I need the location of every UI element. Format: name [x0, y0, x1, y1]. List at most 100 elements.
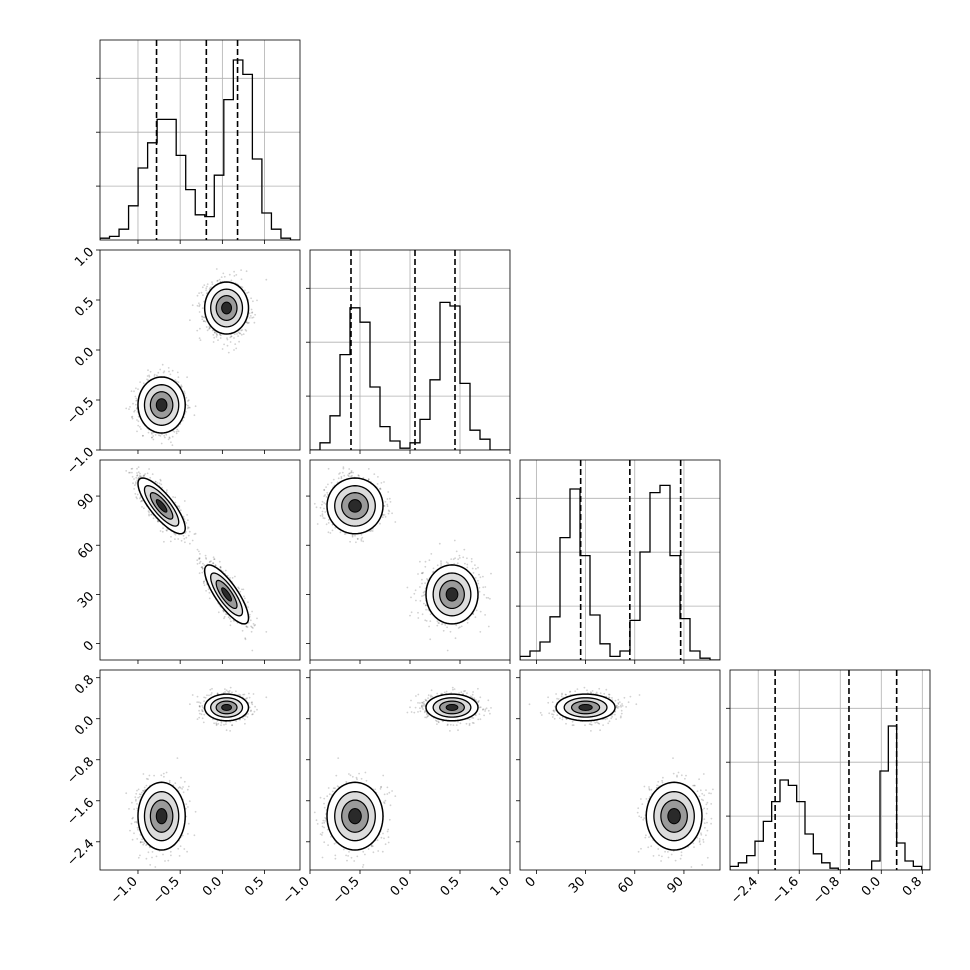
sample-point	[239, 332, 242, 335]
sample-point	[327, 531, 330, 534]
sample-point	[325, 496, 328, 498]
sample-point	[187, 519, 189, 522]
sample-point	[207, 588, 210, 591]
sample-point	[437, 622, 440, 624]
y-tick-label: 0	[81, 638, 97, 654]
sample-point	[242, 588, 245, 591]
sample-point	[213, 558, 215, 561]
sample-point	[139, 497, 141, 500]
sample-point	[132, 482, 134, 485]
sample-point	[449, 630, 452, 633]
sample-point	[330, 481, 333, 484]
sample-point	[380, 482, 383, 484]
sample-point	[196, 559, 199, 562]
sample-point	[339, 531, 342, 534]
sample-point	[323, 517, 326, 520]
sample-point	[389, 501, 392, 503]
sample-point	[146, 472, 149, 475]
sample-point	[223, 275, 226, 278]
sample-point	[198, 292, 200, 294]
sample-point	[170, 441, 172, 444]
sample-point	[413, 592, 416, 595]
sample-point	[241, 588, 243, 591]
sample-point	[204, 554, 207, 557]
sample-point	[183, 390, 186, 393]
sample-point	[249, 315, 252, 317]
sample-point	[424, 560, 427, 563]
sample-point	[226, 338, 229, 341]
sample-point	[391, 512, 393, 515]
sample-point	[210, 560, 212, 563]
sample-point	[136, 472, 138, 474]
sample-point	[245, 330, 248, 332]
sample-point	[201, 571, 204, 574]
sample-point	[148, 513, 150, 516]
sample-point	[157, 371, 160, 374]
sample-point	[203, 564, 206, 566]
sample-point	[139, 426, 141, 428]
sample-point	[202, 316, 205, 319]
sample-point	[326, 491, 329, 494]
sample-point	[213, 331, 216, 334]
sample-point	[136, 474, 138, 477]
sample-point	[163, 370, 166, 373]
sample-point	[450, 558, 453, 560]
sample-point	[182, 534, 185, 537]
sample-point	[479, 631, 482, 633]
sample-point	[248, 321, 250, 324]
sample-point	[153, 375, 156, 377]
sample-point	[237, 586, 240, 589]
sample-point	[247, 606, 249, 608]
sample-point	[219, 566, 222, 568]
sample-point	[186, 527, 189, 530]
sample-point	[239, 590, 242, 593]
sample-point	[423, 602, 425, 605]
sample-point	[187, 526, 190, 529]
sample-point	[148, 374, 150, 377]
sample-point	[240, 333, 243, 336]
sample-point	[324, 503, 327, 505]
sample-point	[146, 378, 148, 381]
sample-point	[265, 278, 268, 281]
sample-point	[177, 430, 180, 433]
sample-point	[458, 557, 461, 559]
sample-point	[151, 513, 153, 516]
sample-point	[205, 287, 208, 290]
sample-point	[324, 494, 326, 496]
sample-point	[474, 564, 476, 566]
sample-point	[147, 369, 149, 372]
sample-point	[159, 368, 162, 371]
sample-point	[159, 479, 162, 482]
panel-0-0	[96, 39, 301, 244]
sample-point	[221, 348, 224, 350]
sample-point	[152, 435, 155, 437]
sample-point	[136, 479, 139, 482]
sample-point	[138, 476, 140, 479]
sample-point	[212, 556, 215, 559]
sample-point	[215, 332, 218, 334]
sample-point	[478, 586, 481, 589]
sample-point	[177, 381, 180, 384]
sample-point	[135, 496, 138, 499]
sample-point	[235, 347, 238, 350]
density-core	[155, 499, 168, 513]
sample-point	[135, 482, 137, 485]
sample-point	[349, 540, 351, 543]
sample-point	[216, 279, 219, 282]
sample-point	[387, 512, 390, 515]
sample-point	[247, 601, 249, 604]
sample-point	[222, 272, 225, 275]
sample-point	[203, 316, 206, 318]
sample-point	[252, 300, 254, 303]
sample-point	[205, 589, 207, 592]
sample-point	[163, 540, 165, 543]
sample-point	[458, 554, 461, 557]
sample-point	[173, 431, 176, 433]
sample-point	[171, 435, 174, 438]
sample-point	[466, 621, 469, 624]
sample-point	[376, 483, 379, 485]
sample-point	[219, 337, 222, 339]
sample-point	[137, 471, 140, 474]
sample-point	[204, 320, 207, 323]
sample-point	[187, 406, 190, 409]
